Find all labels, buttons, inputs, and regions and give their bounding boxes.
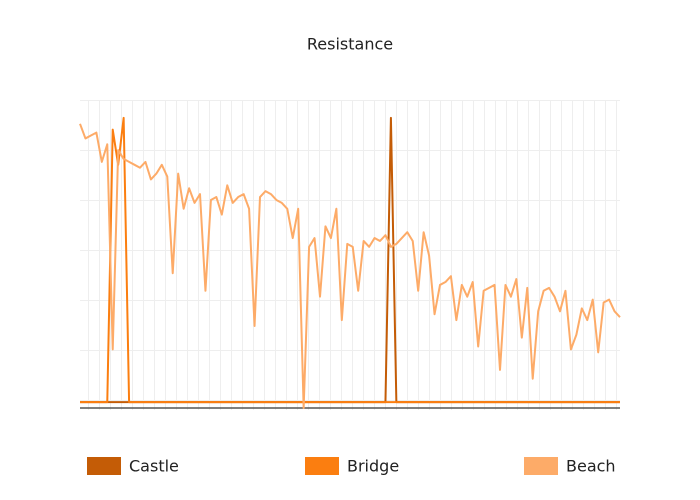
plot-grid: [80, 100, 620, 410]
legend-swatch: [87, 457, 121, 475]
legend-label: Castle: [129, 457, 179, 476]
legend-swatch: [305, 457, 339, 475]
series-line: [79, 123, 621, 409]
legend-label: Bridge: [347, 457, 399, 476]
plot-area: [79, 116, 621, 409]
legend: Castle Bridge Beach: [87, 457, 616, 476]
legend-label: Beach: [566, 457, 616, 476]
chart-title: Resistance: [307, 35, 393, 54]
legend-swatch: [524, 457, 558, 475]
series-line: [80, 116, 620, 404]
